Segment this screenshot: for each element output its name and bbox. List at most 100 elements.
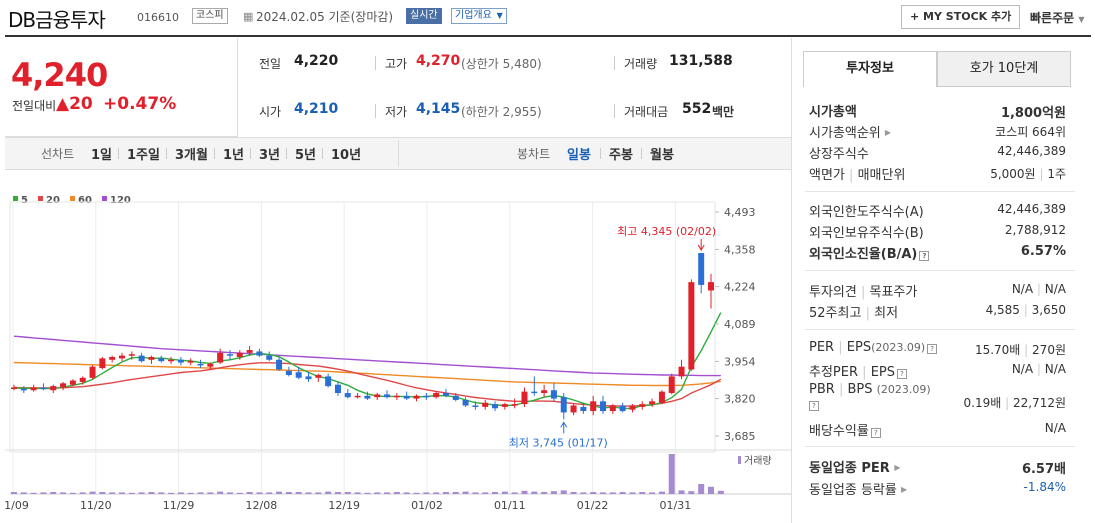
period-daily[interactable]: 일봉 xyxy=(567,148,591,163)
candle-body xyxy=(285,370,292,376)
period-monthly[interactable]: 월봉 xyxy=(650,148,674,163)
y-axis: 4,493 4,358 4,224 4,089 3,954 3,820 3,685 xyxy=(715,206,756,443)
period-10y[interactable]: 10년 xyxy=(331,148,362,163)
period-weekly[interactable]: 주봉 xyxy=(609,148,633,163)
company-overview-dropdown[interactable]: 기업개요 ▼ xyxy=(451,8,507,24)
chevron-down-icon: ▼ xyxy=(496,11,503,20)
realtime-tag[interactable]: 실시간 xyxy=(406,8,442,24)
right-panel-border xyxy=(791,38,792,523)
period-1w[interactable]: 1주일 xyxy=(127,148,160,163)
volume-bar xyxy=(364,492,371,494)
sector-change-row[interactable]: 동일업종 등락률 ▶ -1.84% xyxy=(809,479,1066,499)
y-tick-label: 4,493 xyxy=(724,206,756,219)
candle-body xyxy=(629,405,636,410)
candle-body xyxy=(276,359,283,370)
y-tick-label: 3,820 xyxy=(724,393,756,406)
volume-legend-swatch xyxy=(738,456,741,464)
period-1d[interactable]: 1일 xyxy=(91,148,113,163)
volume-bar xyxy=(128,492,135,494)
candle-body xyxy=(560,397,567,413)
par-value: 5,000원 xyxy=(990,167,1036,181)
period-3y[interactable]: 3년 xyxy=(259,148,281,163)
divider xyxy=(375,104,376,118)
candle-body xyxy=(698,253,705,285)
candle-body xyxy=(217,352,224,363)
max-arrow-head xyxy=(697,244,705,252)
per-row: PER | EPS(2023.09)? 15.70배 | 270원 xyxy=(809,340,1066,357)
period-1y[interactable]: 1년 xyxy=(223,148,245,163)
period-5y[interactable]: 5년 xyxy=(295,148,317,163)
bps-value: 22,712원 xyxy=(1012,396,1066,410)
volume-bar xyxy=(148,492,155,494)
volume-bar xyxy=(501,491,508,494)
candle-body xyxy=(649,401,656,405)
candle-body xyxy=(668,376,675,394)
market-cap-rank-row[interactable]: 시가총액순위 ▶ 코스피 664위 xyxy=(809,122,1066,142)
x-tick-label: 11/20 xyxy=(80,499,112,512)
tab-invest-info[interactable]: 투자정보 xyxy=(803,51,937,87)
open-value: 4,210 xyxy=(294,101,339,117)
volume-bar xyxy=(511,492,518,494)
opinion-row: 투자의견 | 목표주가 N/A | N/A xyxy=(809,282,1066,300)
par-value-row: 액면가 | 매매단위 5,000원 | 1주 xyxy=(809,167,1066,183)
eps-period: (2023.09) xyxy=(871,341,926,354)
divider xyxy=(805,191,1075,192)
candle-body xyxy=(30,387,37,391)
candle-body xyxy=(531,391,538,394)
divider xyxy=(805,270,1075,271)
help-icon[interactable]: ? xyxy=(809,401,819,411)
divider xyxy=(805,446,1075,447)
sector-per-row[interactable]: 동일업종 PER ▶ 6.57배 xyxy=(809,457,1066,477)
chevron-right-icon: ▶ xyxy=(884,128,892,137)
change-label: 전일대비 xyxy=(12,99,57,113)
calendar-icon: ▦ xyxy=(243,10,254,23)
foreign-hold-label: 외국인보유주식수(B) xyxy=(809,226,924,241)
candle-body xyxy=(433,393,440,398)
tab-hoga-10[interactable]: 호가 10단계 xyxy=(937,51,1071,87)
volume-bar xyxy=(708,486,714,494)
add-my-stock-button[interactable]: + MY STOCK 추가 xyxy=(901,5,1021,29)
candle-body xyxy=(590,401,597,412)
volume-bar xyxy=(256,492,263,494)
volume-label: 거래량 xyxy=(744,455,772,467)
stock-code: 016610 xyxy=(137,11,179,24)
volume-bar xyxy=(658,491,665,494)
opinion-value: N/A xyxy=(1011,282,1034,296)
quick-order-link[interactable]: 빠른주문 ▼ xyxy=(1030,9,1085,26)
volume-bar xyxy=(600,492,607,494)
volume-bar xyxy=(413,492,420,494)
foreign-rate-label: 외국인소진율(B/A) xyxy=(809,247,918,262)
x-tick-label: 11/29 xyxy=(163,499,195,512)
chart-grid xyxy=(5,201,791,495)
volume-bar xyxy=(423,492,430,494)
help-icon[interactable]: ? xyxy=(927,344,938,354)
lower-limit: (하한가 2,955) xyxy=(461,105,542,119)
trade-unit: 1주 xyxy=(1047,167,1066,181)
divider xyxy=(250,148,251,159)
divider xyxy=(614,56,615,70)
foreign-hold-value: 2,788,912 xyxy=(1004,223,1066,237)
candle-body xyxy=(550,390,557,399)
high-label: 고가 xyxy=(385,57,408,71)
volume-bar xyxy=(325,491,332,494)
candle-body xyxy=(452,395,459,400)
header-divider xyxy=(5,35,1091,37)
chevron-down-icon: ▼ xyxy=(1078,15,1085,24)
help-icon[interactable]: ? xyxy=(919,251,930,261)
price-chart: 5 20 60 120 거래량 4,493 4,358 4,224 4,089 3,954 3,… xyxy=(5,195,791,512)
volume-bar xyxy=(442,492,449,494)
volume-bar xyxy=(69,492,76,494)
volume-bar xyxy=(217,491,224,494)
help-icon[interactable]: ? xyxy=(870,428,881,438)
help-icon[interactable]: ? xyxy=(897,369,907,379)
volume-bar xyxy=(668,454,675,494)
candle-body xyxy=(295,372,302,378)
candle-body xyxy=(678,366,685,377)
foreign-rate-row: 외국인소진율(B/A)? 6.57% xyxy=(809,243,1066,263)
volume-bar xyxy=(99,492,106,494)
volume-bar xyxy=(354,492,361,494)
period-3m[interactable]: 3개월 xyxy=(175,148,208,163)
volume-bar xyxy=(226,492,233,494)
candle-body xyxy=(305,376,312,380)
foreign-hold-row: 외국인보유주식수(B) 2,788,912 xyxy=(809,222,1066,242)
